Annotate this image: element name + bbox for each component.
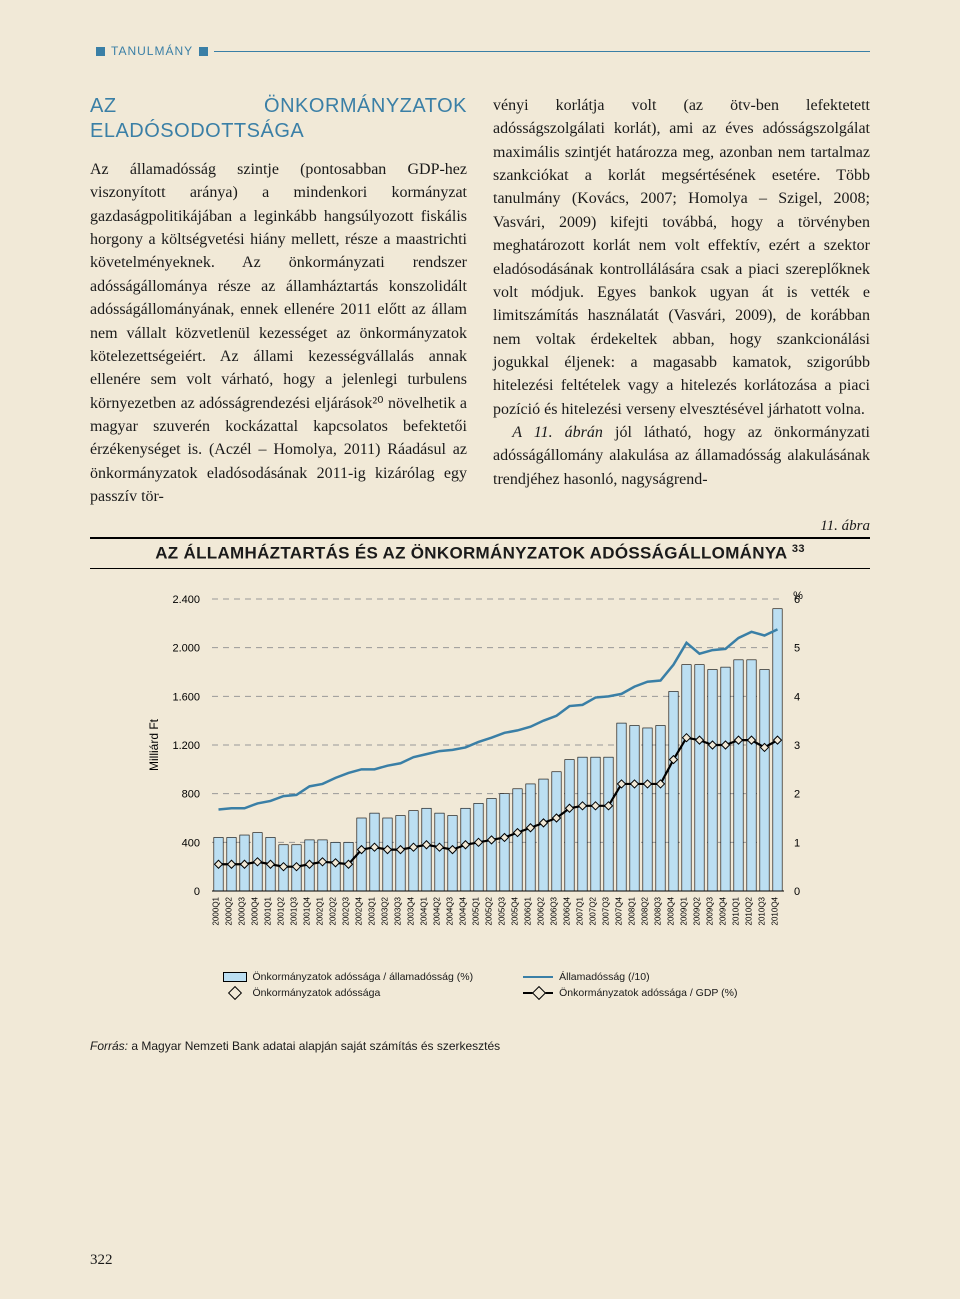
- svg-text:800: 800: [182, 789, 200, 801]
- legend-blackline-label: Önkormányzatok adóssága / GDP (%): [559, 987, 737, 999]
- figure-title: AZ ÁLLAMHÁZTARTÁS ÉS AZ ÖNKORMÁNYZATOK A…: [90, 537, 870, 569]
- svg-text:2002Q3: 2002Q3: [342, 896, 351, 925]
- svg-text:1.600: 1.600: [172, 691, 200, 703]
- legend-bar-swatch: [223, 972, 247, 982]
- left-column: AZ ÖNKORMÁNYZATOK ELADÓSODOTTSÁGA Az áll…: [90, 94, 467, 508]
- svg-text:2000Q3: 2000Q3: [238, 896, 247, 925]
- legend-blueline-label: Államadósság (/10): [559, 971, 649, 983]
- svg-text:2003Q4: 2003Q4: [407, 896, 416, 925]
- svg-text:2010Q1: 2010Q1: [732, 896, 741, 925]
- svg-text:2010Q4: 2010Q4: [771, 896, 780, 925]
- svg-text:2004Q3: 2004Q3: [446, 896, 455, 925]
- legend-blackline-swatch: [523, 992, 553, 995]
- legend: Önkormányzatok adóssága / államadósság (…: [140, 971, 820, 999]
- svg-text:2: 2: [794, 789, 800, 801]
- legend-diamond-label: Önkormányzatok adóssága: [253, 987, 381, 999]
- svg-text:2008Q1: 2008Q1: [628, 896, 637, 925]
- svg-text:2003Q2: 2003Q2: [381, 896, 390, 925]
- svg-text:2008Q4: 2008Q4: [667, 896, 676, 925]
- svg-text:2009Q1: 2009Q1: [680, 896, 689, 925]
- svg-text:2008Q2: 2008Q2: [641, 896, 650, 925]
- svg-text:2001Q3: 2001Q3: [290, 896, 299, 925]
- svg-text:2001Q4: 2001Q4: [303, 896, 312, 925]
- svg-text:2001Q1: 2001Q1: [264, 896, 273, 925]
- figure-title-sup: 33: [792, 543, 805, 555]
- svg-text:2001Q2: 2001Q2: [277, 896, 286, 925]
- body-right-p1: vényi korlátja volt (az ötv-ben lefektet…: [493, 94, 870, 421]
- legend-bar-label: Önkormányzatok adóssága / államadósság (…: [253, 971, 474, 983]
- svg-text:5: 5: [794, 643, 800, 655]
- text-columns: AZ ÖNKORMÁNYZATOK ELADÓSODOTTSÁGA Az áll…: [90, 94, 870, 508]
- svg-text:2010Q3: 2010Q3: [758, 896, 767, 925]
- section-title: AZ ÖNKORMÁNYZATOK ELADÓSODOTTSÁGA: [90, 94, 467, 144]
- svg-text:2009Q3: 2009Q3: [706, 896, 715, 925]
- emph: A 11. ábrán: [512, 424, 603, 441]
- svg-text:2002Q2: 2002Q2: [329, 896, 338, 925]
- svg-text:Milliárd Ft: Milliárd Ft: [147, 718, 161, 771]
- chart: 04008001.2001.6002.0002.4000123456%2000Q…: [140, 583, 820, 999]
- source-label: Forrás:: [90, 1039, 128, 1053]
- chart-svg: 04008001.2001.6002.0002.4000123456%2000Q…: [140, 583, 820, 963]
- header-square-left: [96, 47, 105, 56]
- svg-text:4: 4: [794, 691, 800, 703]
- svg-text:2000Q1: 2000Q1: [212, 896, 221, 925]
- svg-text:2006Q2: 2006Q2: [537, 896, 546, 925]
- svg-text:%: %: [793, 590, 803, 602]
- svg-text:2009Q2: 2009Q2: [693, 896, 702, 925]
- svg-text:2009Q4: 2009Q4: [719, 896, 728, 925]
- svg-text:2003Q3: 2003Q3: [394, 896, 403, 925]
- svg-text:2007Q1: 2007Q1: [576, 896, 585, 925]
- header-rule: [214, 51, 870, 52]
- source-text: a Magyar Nemzeti Bank adatai alapján saj…: [128, 1039, 500, 1053]
- svg-text:2005Q4: 2005Q4: [511, 896, 520, 925]
- svg-text:2000Q2: 2000Q2: [225, 896, 234, 925]
- body-left: Az államadósság szintje (pontosabban GDP…: [90, 158, 467, 508]
- svg-text:2006Q3: 2006Q3: [550, 896, 559, 925]
- svg-text:1.200: 1.200: [172, 740, 200, 752]
- section-header: TANULMÁNY: [111, 44, 193, 58]
- svg-text:0: 0: [794, 886, 800, 898]
- figure-number: 11. ábra: [90, 518, 870, 535]
- svg-text:2007Q2: 2007Q2: [589, 896, 598, 925]
- svg-text:2007Q3: 2007Q3: [602, 896, 611, 925]
- source-line: Forrás: a Magyar Nemzeti Bank adatai ala…: [90, 1039, 870, 1053]
- svg-text:2003Q1: 2003Q1: [368, 896, 377, 925]
- svg-text:400: 400: [182, 837, 200, 849]
- svg-text:2005Q1: 2005Q1: [472, 896, 481, 925]
- right-column: vényi korlátja volt (az ötv-ben lefektet…: [493, 94, 870, 508]
- body-right-p2: A 11. ábrán jól látható, hogy az önkormá…: [493, 421, 870, 491]
- svg-text:2002Q4: 2002Q4: [355, 896, 364, 925]
- svg-text:1: 1: [794, 837, 800, 849]
- svg-text:2006Q4: 2006Q4: [563, 896, 572, 925]
- svg-text:2005Q3: 2005Q3: [498, 896, 507, 925]
- svg-text:2004Q1: 2004Q1: [420, 896, 429, 925]
- svg-text:2002Q1: 2002Q1: [316, 896, 325, 925]
- svg-text:2.400: 2.400: [172, 594, 200, 606]
- svg-text:3: 3: [794, 740, 800, 752]
- svg-text:0: 0: [194, 886, 200, 898]
- svg-text:2008Q3: 2008Q3: [654, 896, 663, 925]
- svg-text:2010Q2: 2010Q2: [745, 896, 754, 925]
- svg-text:2.000: 2.000: [172, 643, 200, 655]
- svg-text:2007Q4: 2007Q4: [615, 896, 624, 925]
- header-square-right: [199, 47, 208, 56]
- header-bar: TANULMÁNY: [90, 44, 870, 58]
- legend-blueline-swatch: [523, 976, 553, 978]
- svg-text:2005Q2: 2005Q2: [485, 896, 494, 925]
- figure-title-text: AZ ÁLLAMHÁZTARTÁS ÉS AZ ÖNKORMÁNYZATOK A…: [155, 544, 792, 563]
- svg-text:2004Q4: 2004Q4: [459, 896, 468, 925]
- svg-text:2000Q4: 2000Q4: [251, 896, 260, 925]
- page-number: 322: [90, 1252, 113, 1269]
- legend-diamond-swatch: [227, 986, 241, 1000]
- svg-text:2006Q1: 2006Q1: [524, 896, 533, 925]
- svg-text:2004Q2: 2004Q2: [433, 896, 442, 925]
